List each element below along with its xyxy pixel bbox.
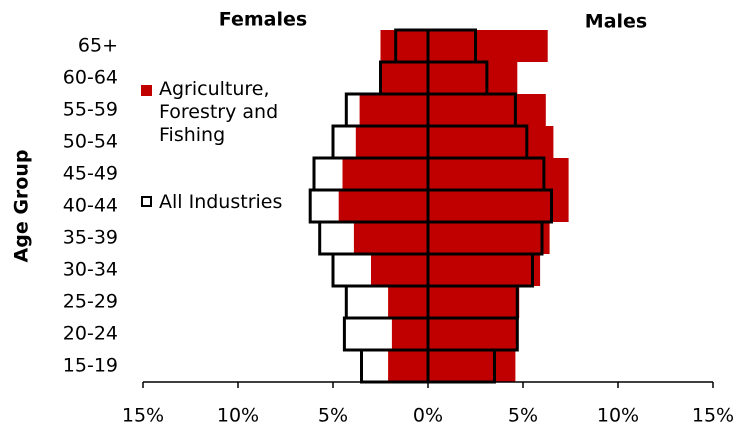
- bar: [428, 190, 569, 222]
- x-tick-label: 5%: [318, 405, 348, 427]
- y-tick-label: 15-19: [63, 355, 118, 377]
- males-label: Males: [585, 11, 647, 33]
- bar: [391, 318, 428, 350]
- y-tick-label: 60-64: [63, 67, 118, 89]
- y-tick-label: 55-59: [63, 99, 118, 121]
- bar: [428, 318, 518, 350]
- bar: [338, 190, 428, 222]
- y-tick-label: 30-34: [63, 259, 118, 281]
- legend-swatch: [141, 196, 152, 207]
- bar: [428, 94, 546, 126]
- bar: [428, 30, 548, 62]
- y-tick-label: 40-44: [63, 195, 118, 217]
- bar: [388, 286, 428, 318]
- bar: [353, 222, 428, 254]
- legend-swatch: [141, 85, 152, 96]
- females-label: Females: [219, 9, 307, 31]
- y-tick-label: 25-29: [63, 291, 118, 313]
- bar: [388, 350, 428, 382]
- bar: [428, 62, 518, 94]
- bar: [428, 126, 554, 158]
- bar: [371, 254, 428, 286]
- x-tick-label: 15%: [692, 405, 734, 427]
- y-tick-label: 50-54: [63, 131, 118, 153]
- bar: [428, 222, 550, 254]
- bar: [380, 30, 428, 62]
- y-tick-label: 65+: [78, 35, 118, 57]
- bar: [355, 126, 428, 158]
- bar: [359, 94, 428, 126]
- bar: [380, 62, 428, 94]
- bar: [428, 350, 516, 382]
- y-axis-label: Age Group: [11, 150, 33, 263]
- bar: [428, 158, 569, 190]
- x-tick-label: 5%: [508, 405, 538, 427]
- x-tick-label: 10%: [217, 405, 259, 427]
- legend-label: All Industries: [159, 191, 283, 213]
- legend-label: Agriculture, Forestry and Fishing: [159, 78, 279, 146]
- bar: [428, 254, 541, 286]
- y-tick-label: 35-39: [63, 227, 118, 249]
- x-tick-label: 15%: [122, 405, 164, 427]
- y-tick-label: 20-24: [63, 323, 118, 345]
- x-tick-label: 10%: [597, 405, 639, 427]
- bar: [428, 286, 520, 318]
- bar: [342, 158, 428, 190]
- y-tick-label: 45-49: [63, 163, 118, 185]
- x-tick-label: 0%: [413, 405, 443, 427]
